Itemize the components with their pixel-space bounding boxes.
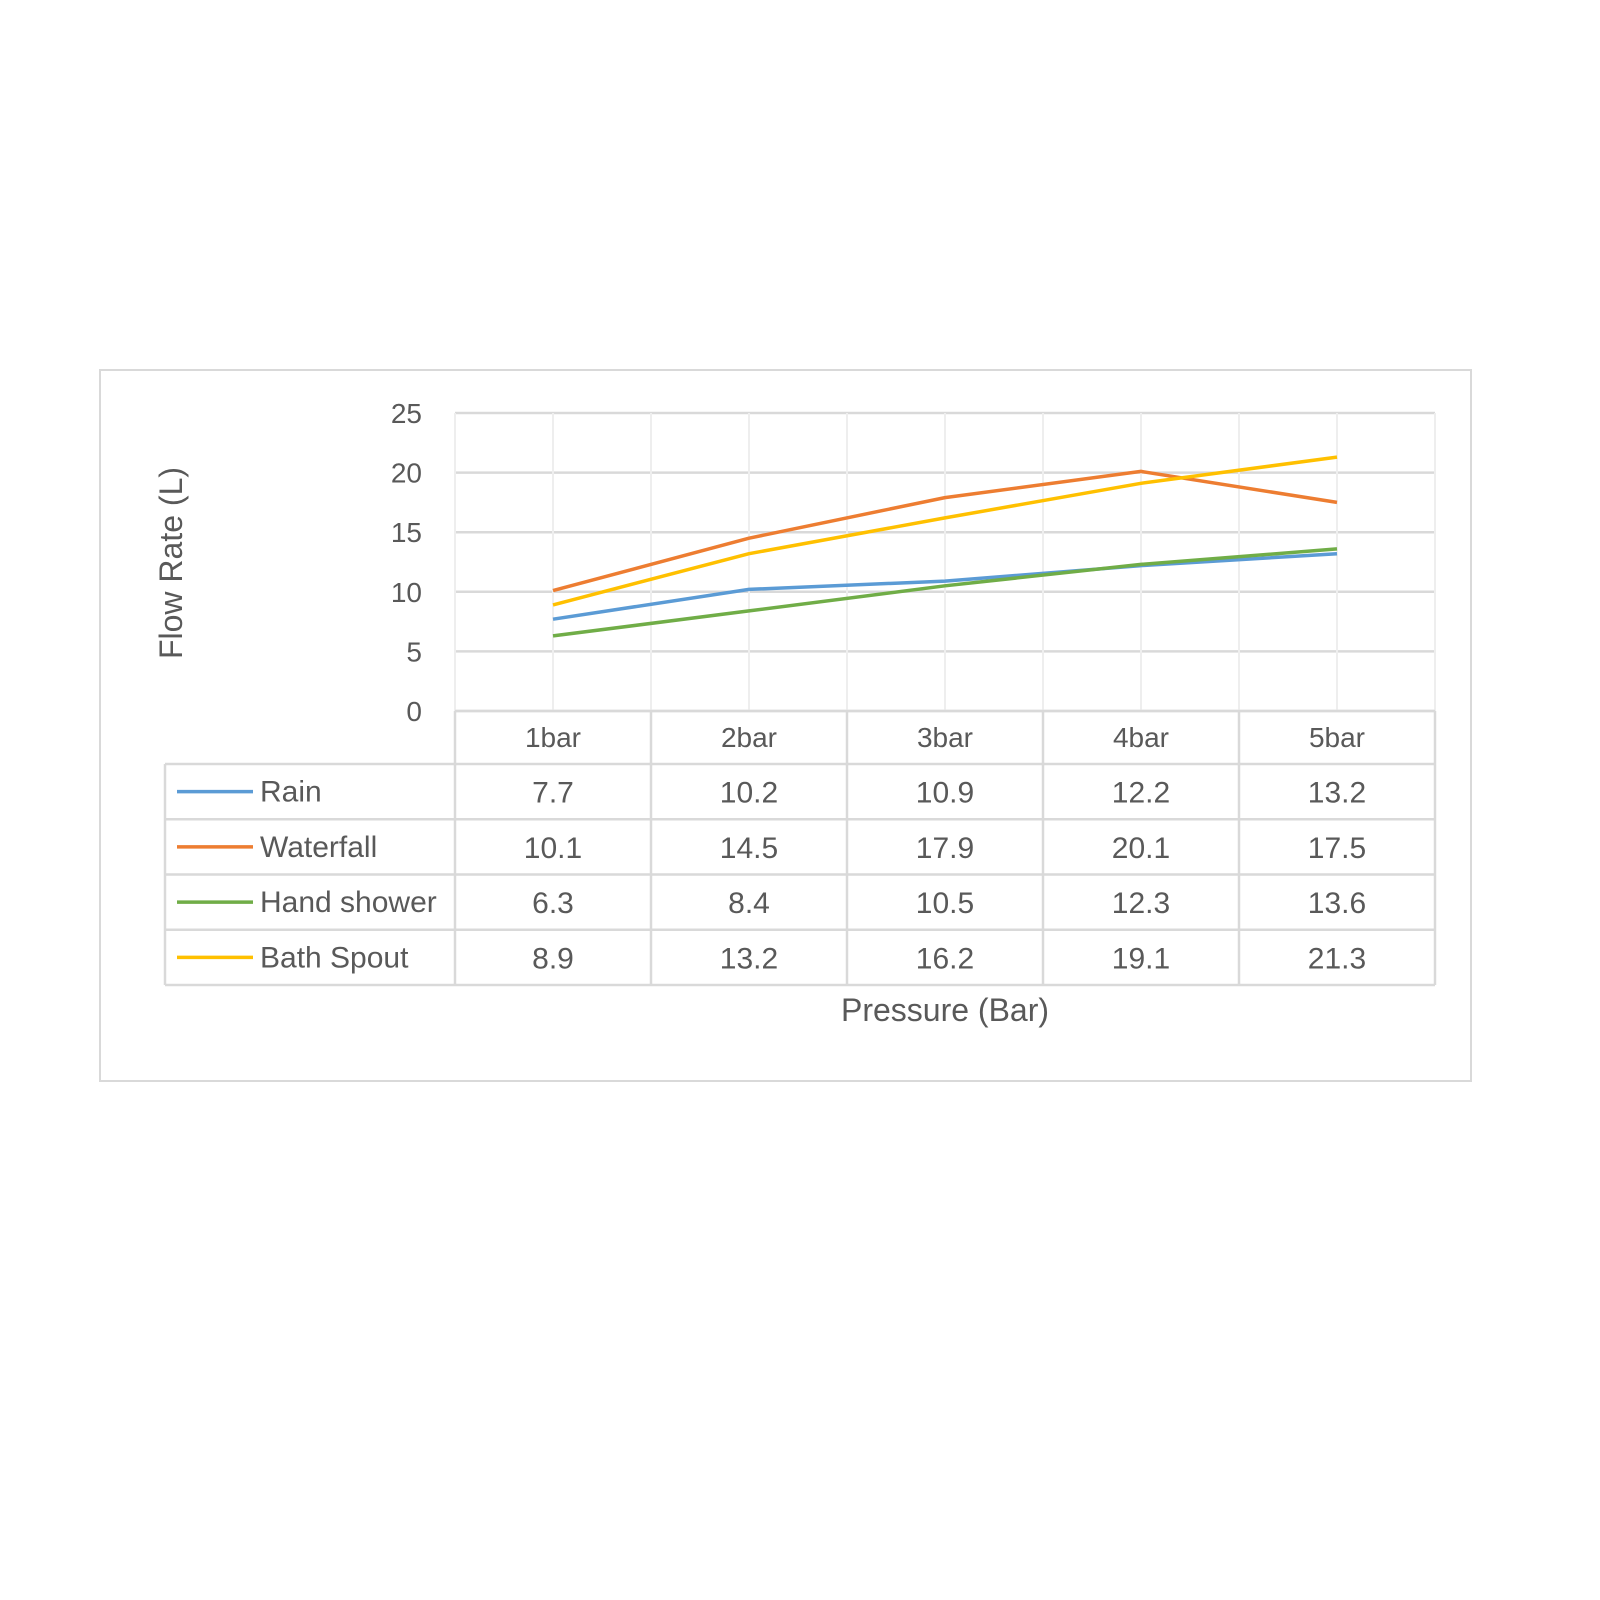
data-label: 12.2 [1112,777,1170,810]
series-line-bath-spout [552,455,1338,607]
y-tick-label: 0 [406,696,422,727]
data-label: 6.3 [532,887,574,920]
series-line-hand-shower [552,547,1338,638]
y-tick-label: 5 [406,636,422,667]
gridlines [454,411,1436,713]
data-label: 10.1 [524,832,582,865]
x-tick-label: 4bar [1113,722,1169,753]
legend-label: Rain [260,776,322,809]
x-axis-title: Pressure (Bar) [841,992,1049,1028]
x-tick-label: 3bar [917,722,973,753]
legend-label: Hand shower [260,886,437,919]
data-label: 10.9 [916,777,974,810]
x-tick-label: 2bar [721,722,777,753]
data-table [163,709,1437,987]
series-lines [552,455,1338,638]
data-label: 10.2 [720,777,778,810]
data-label: 17.9 [916,832,974,865]
data-label: 8.9 [532,942,574,975]
y-tick-label: 10 [391,577,422,608]
data-label: 13.6 [1308,887,1366,920]
data-label: 20.1 [1112,832,1170,865]
data-label: 14.5 [720,832,778,865]
legend-label: Bath Spout [260,941,409,974]
data-label: 8.4 [728,887,770,920]
y-tick-label: 15 [391,517,422,548]
data-label: 7.7 [532,777,574,810]
data-label: 19.1 [1112,942,1170,975]
x-tick-label: 1bar [525,722,581,753]
series-line-waterfall [552,469,1338,593]
x-tick-label: 5bar [1309,722,1365,753]
data-label: 13.2 [720,942,778,975]
data-label: 12.3 [1112,887,1170,920]
data-label: 16.2 [916,942,974,975]
y-tick-label: 20 [391,458,422,489]
data-label: 13.2 [1308,777,1366,810]
y-axis-title: Flow Rate (L) [153,467,189,659]
y-tick-label: 25 [391,398,422,429]
data-label: 17.5 [1308,832,1366,865]
axis-labels: 0 5 10 15 20 25 1bar 2bar 3bar 4bar 5bar Rain 7.7 10.… [260,398,1366,975]
data-label: 21.3 [1308,942,1366,975]
series-line-rain [552,551,1338,621]
legend-label: Waterfall [260,831,377,864]
data-label: 10.5 [916,887,974,920]
